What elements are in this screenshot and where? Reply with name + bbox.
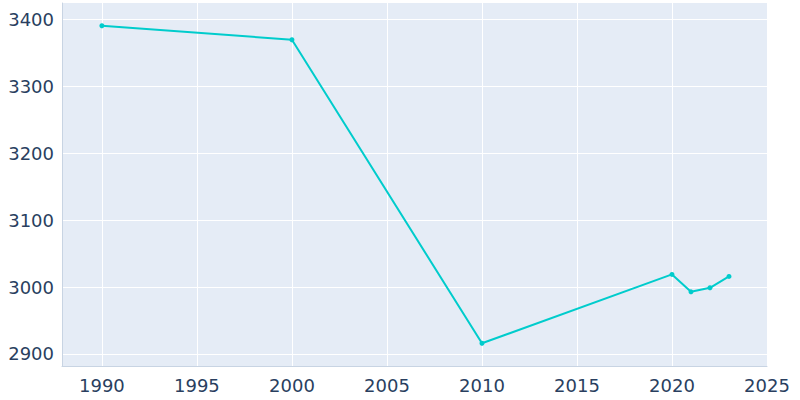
- svg-text:2010: 2010: [459, 375, 505, 396]
- svg-text:3000: 3000: [8, 277, 54, 298]
- svg-text:2005: 2005: [364, 375, 410, 396]
- svg-text:2900: 2900: [8, 343, 54, 364]
- svg-text:3400: 3400: [8, 9, 54, 30]
- svg-text:2020: 2020: [649, 375, 695, 396]
- svg-text:3200: 3200: [8, 143, 54, 164]
- svg-text:2025: 2025: [744, 375, 790, 396]
- svg-text:2000: 2000: [269, 375, 315, 396]
- svg-text:1995: 1995: [174, 375, 220, 396]
- svg-text:2015: 2015: [554, 375, 600, 396]
- svg-text:1990: 1990: [79, 375, 125, 396]
- svg-text:3100: 3100: [8, 210, 54, 231]
- svg-text:3300: 3300: [8, 76, 54, 97]
